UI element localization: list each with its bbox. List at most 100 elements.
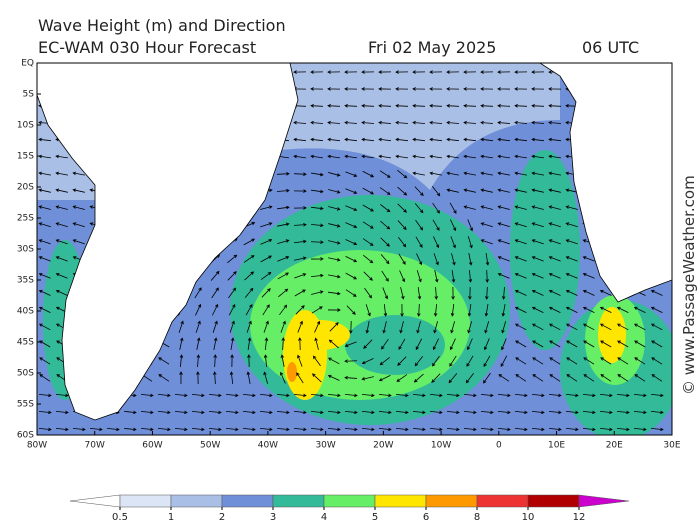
arrow <box>565 289 578 296</box>
arrow <box>548 306 561 314</box>
arrow <box>398 338 406 350</box>
arrow <box>158 357 170 365</box>
arrow <box>650 323 663 331</box>
arrow <box>412 120 426 125</box>
arrow <box>548 188 561 193</box>
arrow <box>38 222 51 228</box>
arrow <box>328 339 339 349</box>
colorbar-label: 12 <box>573 512 586 523</box>
arrow <box>293 410 307 415</box>
arrow <box>548 427 562 432</box>
arrow <box>362 221 374 229</box>
arrow <box>361 154 374 159</box>
arrow <box>617 340 629 348</box>
arrow <box>565 188 578 193</box>
arrow <box>55 272 68 279</box>
arrow <box>548 410 562 415</box>
arrow <box>497 393 511 398</box>
arrow <box>243 255 255 263</box>
arrow <box>497 222 510 228</box>
arrow <box>397 220 407 231</box>
arrow <box>501 304 506 317</box>
arrow <box>327 120 341 125</box>
arrow <box>400 287 405 300</box>
arrow <box>433 303 438 317</box>
arrow <box>242 427 256 432</box>
arrow <box>451 253 456 266</box>
arrow <box>514 87 528 91</box>
lon-label: 10E <box>548 441 565 451</box>
arrow <box>651 357 663 365</box>
arrow <box>467 321 473 334</box>
arrow <box>449 338 456 351</box>
arrow <box>634 374 646 382</box>
arrow <box>548 289 561 296</box>
arrow <box>414 203 424 214</box>
arrow <box>277 205 290 210</box>
arrow <box>38 393 52 398</box>
arrow <box>514 188 527 193</box>
lon-label: 50W <box>200 441 220 451</box>
arrow <box>449 355 457 367</box>
arrow <box>650 393 664 398</box>
arrow <box>451 270 456 283</box>
arrow <box>397 203 407 213</box>
arrow <box>380 237 390 247</box>
arrow <box>55 205 68 210</box>
arrow <box>397 169 408 179</box>
arrow <box>280 354 285 367</box>
arrow <box>295 305 305 315</box>
arrow <box>344 104 358 108</box>
arrow <box>293 393 307 398</box>
arrow <box>298 337 302 351</box>
arrow <box>310 240 324 244</box>
arrow <box>242 410 256 415</box>
arrow <box>244 271 255 281</box>
arrow <box>429 393 443 398</box>
arrow <box>327 104 341 108</box>
arrow <box>565 239 578 245</box>
arrow <box>276 188 290 193</box>
arrow <box>378 104 392 108</box>
arrow <box>650 410 664 415</box>
arrow <box>395 137 409 142</box>
arrow <box>582 289 595 296</box>
arrow <box>380 254 390 265</box>
arrow <box>344 427 358 432</box>
arrow <box>293 206 307 210</box>
arrow <box>38 427 52 432</box>
arrow <box>412 410 426 415</box>
colorbar: 0.5 1 2 3 4 5 6 8 10 12 <box>69 494 630 523</box>
arrow <box>531 323 544 331</box>
arrow <box>395 154 408 159</box>
arrow <box>429 154 442 159</box>
arrow <box>412 171 425 176</box>
arrow <box>211 287 219 299</box>
arrow <box>311 373 322 383</box>
arrow <box>433 321 438 334</box>
colorbar-bin <box>374 494 427 508</box>
arrow <box>395 120 409 125</box>
arrow <box>208 410 222 415</box>
arrow <box>123 410 137 415</box>
arrow <box>497 427 511 432</box>
arrow <box>38 289 51 296</box>
arrow <box>514 272 527 279</box>
lon-label: 60W <box>142 441 162 451</box>
colorbar-label: 4 <box>321 512 327 523</box>
arrow <box>311 172 324 177</box>
arrow <box>565 272 578 279</box>
arrow <box>264 337 269 351</box>
arrow <box>497 104 511 108</box>
arrow <box>281 337 285 351</box>
arrow <box>463 104 477 108</box>
arrow <box>395 104 409 108</box>
arrow <box>246 320 252 333</box>
arrow <box>463 87 477 91</box>
arrow <box>651 340 663 348</box>
arrow <box>463 205 476 210</box>
arrow <box>651 374 663 382</box>
arrow <box>467 304 472 317</box>
arrow <box>345 188 358 194</box>
arrow <box>311 290 324 295</box>
